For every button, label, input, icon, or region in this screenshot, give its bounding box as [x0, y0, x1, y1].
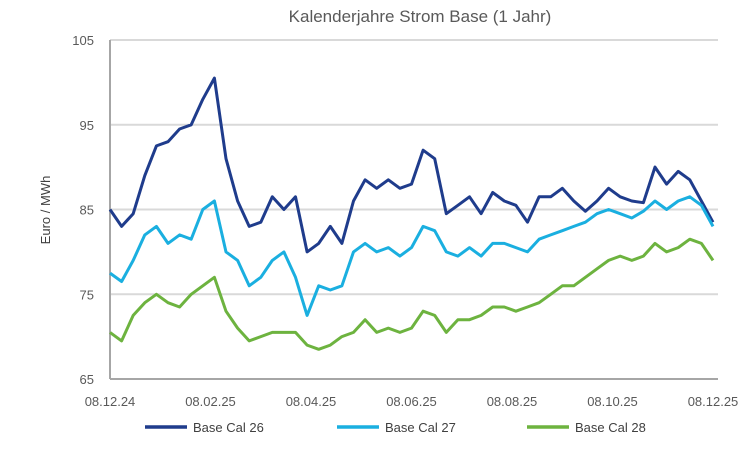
legend-label: Base Cal 28	[575, 420, 646, 435]
x-tick-label: 08.12.25	[688, 394, 739, 409]
legend-label: Base Cal 27	[385, 420, 456, 435]
x-tick-label: 08.10.25	[587, 394, 638, 409]
chart-title: Kalenderjahre Strom Base (1 Jahr)	[289, 7, 552, 26]
x-tick-label: 08.02.25	[185, 394, 236, 409]
y-tick-label: 85	[80, 203, 94, 218]
x-tick-label: 08.04.25	[286, 394, 337, 409]
x-tick-label: 08.06.25	[386, 394, 437, 409]
y-tick-label: 95	[80, 118, 94, 133]
series-line-base-cal-26	[108, 76, 715, 254]
x-tick-label: 08.12.24	[85, 394, 136, 409]
y-tick-label: 65	[80, 372, 94, 387]
series-line-base-cal-27	[109, 195, 715, 317]
y-tick-label: 105	[72, 33, 94, 48]
x-tick-label: 08.08.25	[487, 394, 538, 409]
y-axis-label: Euro / MWh	[38, 176, 53, 245]
legend-label: Base Cal 26	[193, 420, 264, 435]
series-line-base-cal-28	[109, 237, 715, 351]
y-tick-label: 75	[80, 287, 94, 302]
